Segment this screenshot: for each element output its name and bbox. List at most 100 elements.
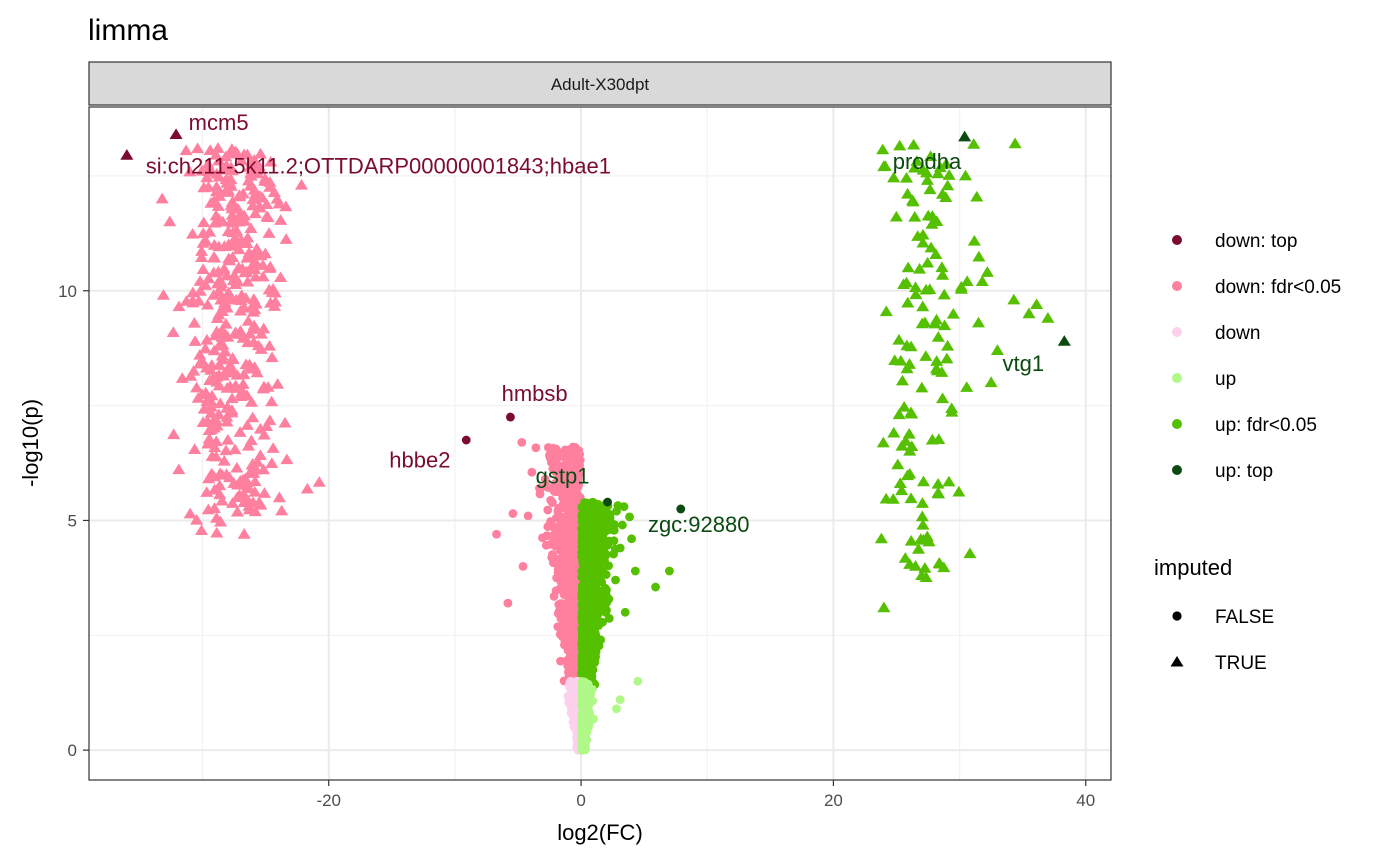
data-point-center-up-sig — [594, 621, 603, 630]
data-point-right-imputed — [879, 305, 893, 317]
data-point-outlier — [163, 215, 177, 227]
data-point-left-imputed — [204, 423, 218, 435]
legend-key-color — [1172, 465, 1182, 475]
data-point-left-imputed — [187, 316, 201, 328]
data-point-center-up-sig — [603, 510, 613, 519]
data-point-right-imputed — [906, 195, 920, 207]
data-point-left-imputed — [248, 485, 262, 497]
data-point-center-up-sig — [583, 662, 593, 672]
data-point-left-imputed — [234, 294, 248, 305]
data-point-left-imputed — [262, 283, 276, 295]
data-point-left-imputed — [250, 366, 264, 378]
plot-panel-background — [89, 107, 1111, 780]
data-point-left-imputed — [191, 142, 205, 154]
data-point-right-imputed — [905, 440, 919, 452]
data-point-center-down-sig — [560, 562, 570, 572]
data-point-outlier — [612, 704, 621, 714]
data-point-left-imputed — [199, 279, 213, 290]
data-point-left-imputed — [256, 270, 270, 282]
data-point-left-imputed — [194, 524, 208, 536]
y-axis-title: -log10(p) — [18, 399, 43, 487]
data-point-right-imputed — [915, 510, 929, 522]
data-point-center-down-sig — [553, 622, 563, 632]
data-point-right-imputed — [924, 150, 938, 162]
data-point-right-imputed — [901, 187, 915, 199]
data-point-right-imputed — [970, 190, 984, 202]
data-point-left-imputed — [268, 300, 282, 311]
data-point-left-imputed — [201, 503, 215, 515]
data-point-right-imputed — [903, 558, 917, 569]
data-point-left-imputed — [279, 233, 293, 244]
data-point-center-down-sig — [570, 597, 580, 607]
data-point-right-imputed — [876, 143, 890, 155]
data-point-center-up-sig — [578, 655, 588, 664]
data-point-center-down-sig — [551, 586, 561, 596]
data-point-left-imputed — [235, 154, 249, 165]
data-point-left-imputed — [221, 184, 235, 195]
data-point-right-imputed — [892, 408, 906, 420]
data-point-left-imputed — [220, 161, 234, 173]
data-point-left-imputed — [201, 437, 215, 449]
data-point-left-imputed — [248, 475, 262, 487]
data-point-left-imputed — [257, 428, 271, 440]
data-point-right-imputed — [936, 392, 950, 404]
data-point-left-imputed — [261, 211, 275, 223]
y-tick-label: 5 — [68, 511, 77, 530]
data-point-center-up-sig — [604, 614, 614, 623]
data-point-left-imputed — [214, 515, 228, 527]
data-point-outlier — [492, 529, 501, 539]
data-point-center-up-sig — [596, 541, 605, 551]
data-point-left-imputed — [225, 392, 239, 404]
data-point-left-imputed — [213, 397, 227, 409]
data-point-center-down-sig — [567, 458, 577, 468]
data-point-left-imputed — [209, 450, 223, 462]
data-point-center-down-sig — [540, 474, 550, 484]
legend-label-color: down — [1215, 323, 1260, 344]
data-point-left-imputed — [195, 245, 209, 256]
data-point-left-imputed — [212, 154, 226, 166]
data-point-right-imputed — [907, 138, 921, 150]
data-point-right-imputed — [911, 230, 925, 241]
data-point-left-imputed — [257, 463, 271, 475]
data-point-center-up-ns — [579, 688, 589, 697]
data-point-center-up-sig — [601, 570, 611, 579]
data-point-right-imputed — [952, 485, 966, 497]
legend-label-color: up — [1215, 369, 1236, 390]
legend-key-shape — [1170, 656, 1184, 667]
data-point-left-imputed — [166, 326, 180, 338]
data-point-outlier — [237, 528, 251, 539]
data-point-right-imputed — [938, 319, 952, 331]
data-point-center-down-ns — [567, 677, 577, 687]
data-point-outlier — [633, 676, 643, 686]
data-point-center-up-ns — [578, 722, 588, 731]
data-point-right-imputed — [916, 475, 930, 487]
data-point-outlier — [960, 275, 974, 287]
data-point-right-imputed — [920, 174, 934, 185]
data-point-left-imputed — [196, 237, 210, 248]
data-point-right-imputed — [945, 405, 959, 417]
data-point-left-imputed — [280, 453, 294, 465]
data-point-right-imputed — [921, 256, 935, 268]
data-point-left-imputed — [197, 216, 211, 228]
data-point-center-down-sig — [548, 558, 558, 568]
point-label: hbbe2 — [389, 448, 450, 473]
data-point-right-imputed — [909, 281, 923, 293]
data-point-right-imputed — [919, 571, 933, 583]
x-axis: -20 0 20 40 — [316, 780, 1095, 810]
data-point-left-imputed — [226, 366, 241, 378]
data-point-left-imputed — [220, 269, 234, 281]
data-point-center-down-sig — [558, 530, 568, 540]
data-point-left-imputed — [247, 183, 261, 195]
x-tick-label: 0 — [576, 791, 585, 810]
data-point-center-up-sig — [590, 612, 599, 622]
data-point-center-up-sig — [584, 648, 594, 658]
data-point-center-down-sig — [543, 522, 553, 532]
data-point-left-imputed — [246, 193, 260, 205]
data-point-left-imputed — [200, 333, 214, 345]
data-point-left-imputed — [232, 261, 246, 273]
data-point-left-imputed — [201, 163, 215, 175]
data-point-right-imputed — [893, 477, 907, 489]
plot-panel-border — [88, 106, 1112, 781]
data-point-left-imputed — [225, 143, 239, 154]
data-point-right-imputed — [937, 561, 951, 573]
